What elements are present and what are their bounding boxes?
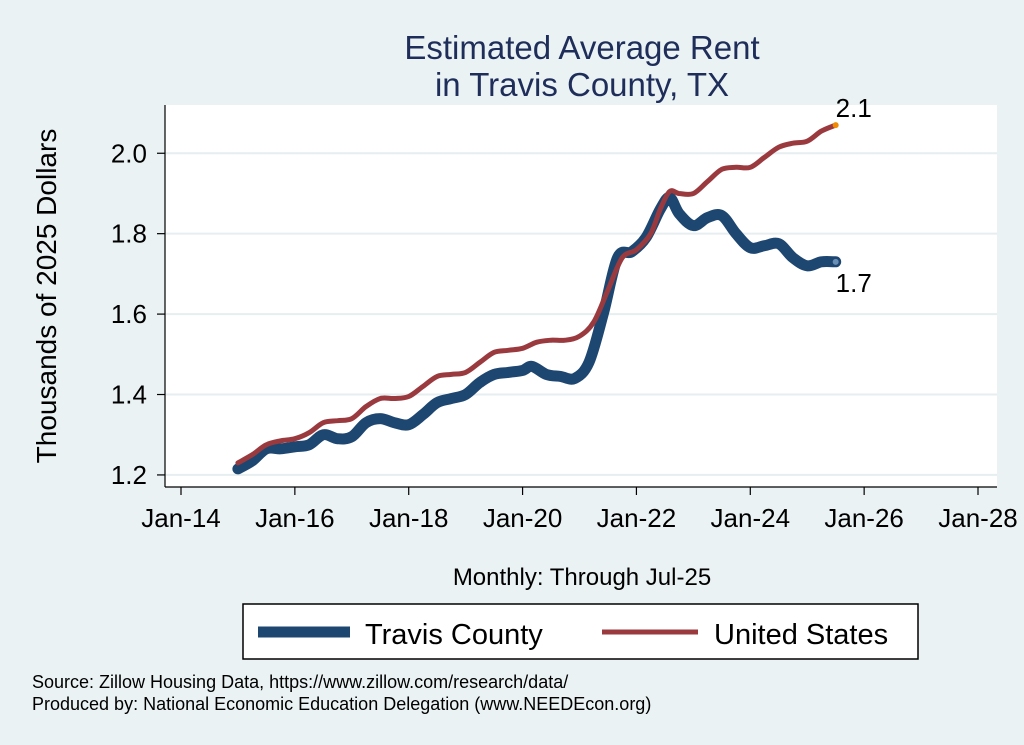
y-tick-label: 1.2	[111, 460, 147, 490]
produced-by-note: Produced by: National Economic Education…	[32, 694, 651, 714]
series-lines	[232, 122, 842, 475]
series-line-travis-county	[232, 192, 842, 475]
x-tick-label: Jan-18	[369, 503, 449, 533]
series-line-united-states	[235, 122, 839, 466]
y-axis: 1.2 1.4 1.6 1.8 2.0	[111, 105, 166, 490]
end-value-label: 2.1	[836, 93, 872, 123]
grid-lines	[165, 152, 997, 476]
plot-area	[165, 105, 997, 487]
source-note: Source: Zillow Housing Data, https://www…	[32, 672, 568, 692]
x-tick-label: Jan-16	[255, 503, 335, 533]
y-tick-label: 2.0	[111, 138, 147, 168]
end-point-marker	[832, 258, 839, 265]
y-tick-label: 1.8	[111, 219, 147, 249]
end-labels: 1.7 2.1	[836, 93, 872, 298]
legend: Travis County United States	[242, 603, 919, 660]
x-axis-label: Monthly: Through Jul-25	[453, 564, 711, 591]
chart-title-line-2: in Travis County, TX	[435, 66, 729, 103]
x-tick-label: Jan-28	[938, 503, 1018, 533]
x-tick-label: Jan-22	[597, 503, 677, 533]
legend-label-united-states: United States	[714, 619, 888, 651]
y-axis-label: Thousands of 2025 Dollars	[31, 129, 62, 464]
x-tick-label: Jan-14	[141, 503, 221, 533]
end-point-marker	[832, 122, 839, 129]
chart-title-line-1: Estimated Average Rent	[404, 29, 759, 66]
x-tick-label: Jan-20	[483, 503, 563, 533]
legend-label-travis-county: Travis County	[365, 619, 543, 651]
x-axis: Jan-14 Jan-16 Jan-18 Jan-20 Jan-22 Jan-24 Jan-…	[141, 486, 1018, 533]
y-tick-label: 1.6	[111, 299, 147, 329]
x-tick-label: Jan-26	[824, 503, 904, 533]
legend-box	[242, 603, 919, 660]
x-tick-label: Jan-24	[711, 503, 791, 533]
end-value-label: 1.7	[836, 268, 872, 298]
y-tick-label: 1.4	[111, 380, 147, 410]
